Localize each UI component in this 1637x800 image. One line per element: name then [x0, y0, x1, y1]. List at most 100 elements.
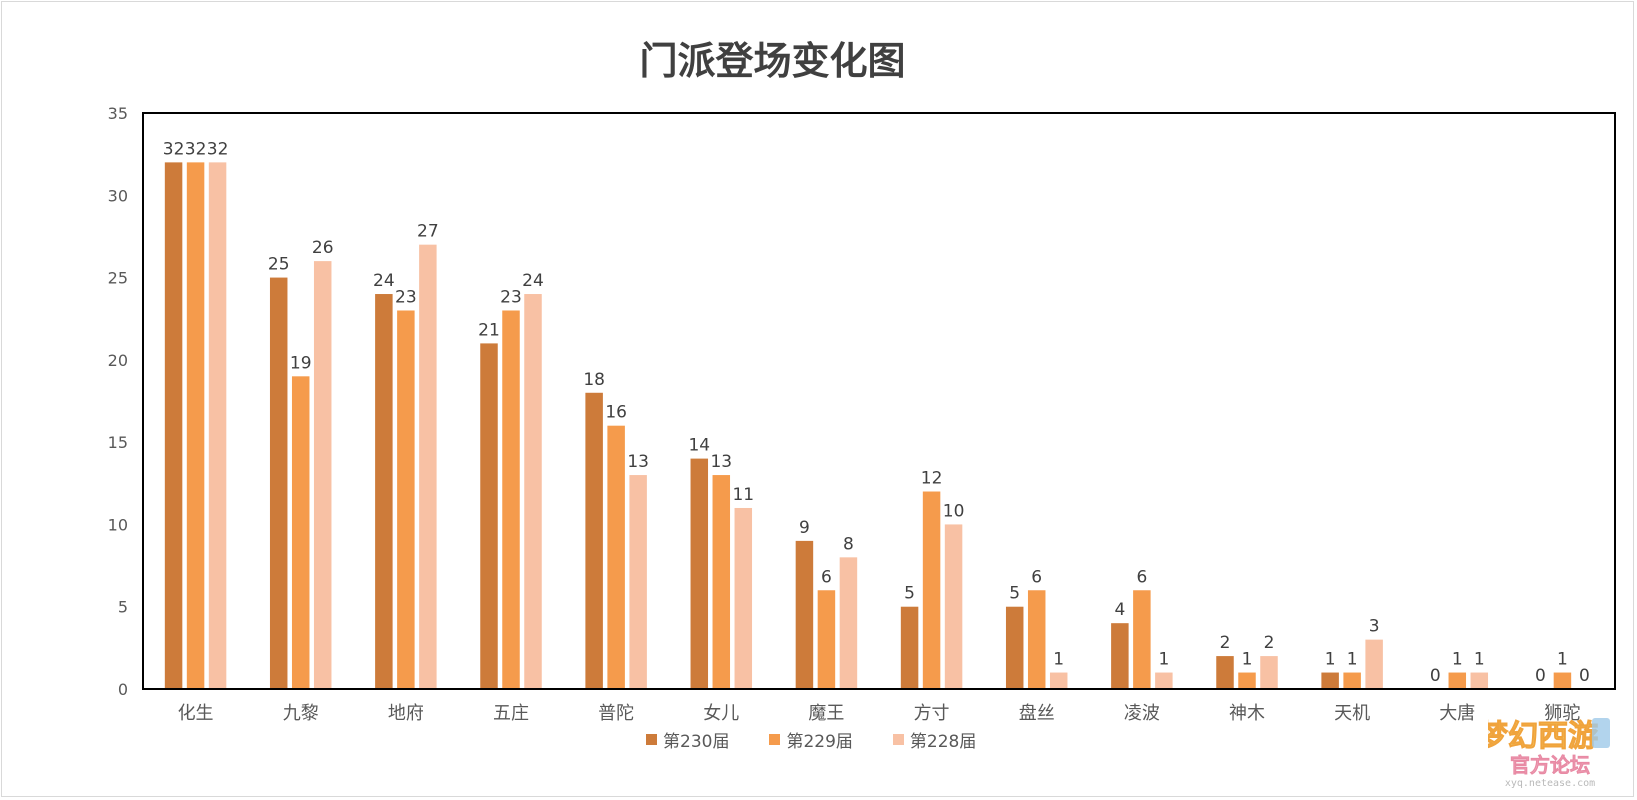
legend-swatch — [892, 734, 904, 745]
bar — [164, 162, 183, 689]
data-label: 13 — [627, 452, 649, 472]
bar — [1155, 672, 1173, 689]
data-label: 32 — [185, 139, 207, 159]
bar — [585, 392, 603, 689]
data-label: 25 — [268, 255, 290, 275]
bar — [269, 277, 288, 689]
bar — [1027, 590, 1046, 689]
bar — [1365, 639, 1383, 689]
x-tick-label: 女儿 — [703, 703, 739, 724]
watermark-subtitle: 官方论坛 — [1510, 753, 1590, 777]
data-label: 5 — [904, 584, 915, 604]
bar — [1448, 672, 1467, 689]
watermark-url: xyq.netease.com — [1505, 778, 1595, 789]
x-tick-label: 盘丝 — [1019, 703, 1055, 724]
data-label: 1 — [1347, 650, 1358, 670]
bar — [944, 524, 963, 689]
y-tick-label: 15 — [108, 433, 128, 452]
legend-item: 第229届 — [769, 727, 853, 752]
data-label: 6 — [821, 567, 832, 587]
bar — [1216, 656, 1234, 689]
data-label: 1 — [1242, 650, 1253, 670]
data-label: 1 — [1158, 650, 1169, 670]
bar — [900, 606, 919, 689]
bars — [164, 162, 1572, 689]
bar — [1238, 672, 1256, 689]
x-tick-label: 方寸 — [914, 703, 950, 724]
watermark-logo: 梦幻西游 官方论坛 xyq.netease.com — [1488, 718, 1610, 789]
data-label: 8 — [843, 534, 854, 554]
x-tick-label: 凌波 — [1124, 703, 1160, 724]
bar — [1260, 656, 1278, 689]
bar — [734, 507, 753, 689]
bar — [313, 261, 332, 689]
data-label: 0 — [1430, 666, 1441, 686]
bar — [291, 376, 310, 689]
legend-swatch — [769, 734, 781, 745]
bar — [1133, 590, 1151, 689]
bar — [1005, 606, 1024, 689]
bar — [1470, 672, 1489, 689]
legend-label: 第228届 — [909, 732, 977, 752]
x-tick-label: 魔王 — [808, 703, 844, 724]
data-label: 27 — [417, 222, 439, 242]
chart-title: 门派登场变化图 — [639, 39, 906, 83]
y-axis-labels: 0 5 10 15 20 25 30 35 — [108, 104, 128, 699]
data-label: 19 — [290, 353, 312, 373]
legend-label: 第230届 — [663, 732, 730, 752]
legend-item: 第228届 — [892, 727, 977, 752]
y-tick-label: 25 — [108, 269, 128, 288]
x-tick-label: 天机 — [1334, 703, 1370, 724]
x-tick-label: 地府 — [388, 703, 424, 724]
x-axis-labels: 化生 九黎 地府 五庄 普陀 女儿 魔王 方寸 盘丝 凌波 神木 天机 大唐 狮驼 — [178, 703, 1581, 724]
plot-area-border — [142, 112, 1616, 690]
watermark-badge — [1592, 718, 1610, 748]
data-label: 2 — [1220, 633, 1231, 653]
bar — [480, 343, 498, 689]
bar — [419, 244, 437, 689]
bar — [839, 557, 858, 689]
data-label: 6 — [1031, 567, 1042, 587]
x-tick-label: 神木 — [1229, 703, 1265, 724]
data-label: 23 — [395, 287, 417, 307]
data-label: 13 — [710, 452, 732, 472]
y-tick-label: 35 — [108, 104, 128, 123]
x-tick-label: 普陀 — [598, 703, 634, 724]
data-label: 21 — [478, 320, 500, 340]
bar — [1321, 672, 1339, 689]
bar — [607, 425, 625, 689]
bar — [186, 162, 205, 689]
data-label: 6 — [1136, 567, 1147, 587]
bar — [1049, 672, 1068, 689]
bar — [712, 475, 731, 689]
x-tick-label: 五庄 — [493, 703, 529, 724]
bar — [1343, 672, 1361, 689]
data-label: 12 — [921, 469, 943, 489]
x-tick-label: 狮驼 — [1544, 703, 1580, 724]
bar — [795, 540, 814, 689]
x-tick-label: 九黎 — [283, 703, 319, 724]
legend-swatch — [646, 734, 657, 745]
data-label: 1 — [1557, 650, 1568, 670]
legend-item: 第230届 — [646, 727, 729, 752]
y-tick-label: 10 — [108, 515, 128, 534]
y-tick-label: 20 — [108, 351, 128, 370]
bar — [524, 294, 542, 689]
bar — [922, 491, 941, 689]
data-label: 32 — [207, 139, 229, 159]
data-label: 11 — [732, 485, 754, 505]
legend: 第230届 第229届 第228届 — [646, 727, 976, 752]
data-label: 1 — [1053, 650, 1064, 670]
watermark-logo-text: 梦幻西游 — [1488, 719, 1598, 754]
bar — [502, 310, 520, 689]
y-tick-label: 5 — [118, 598, 128, 617]
data-label: 26 — [312, 238, 334, 258]
data-label: 5 — [1009, 584, 1020, 604]
data-label: 0 — [1579, 666, 1590, 686]
bar — [1111, 623, 1129, 689]
data-label: 10 — [943, 501, 965, 521]
data-label: 1 — [1325, 650, 1336, 670]
